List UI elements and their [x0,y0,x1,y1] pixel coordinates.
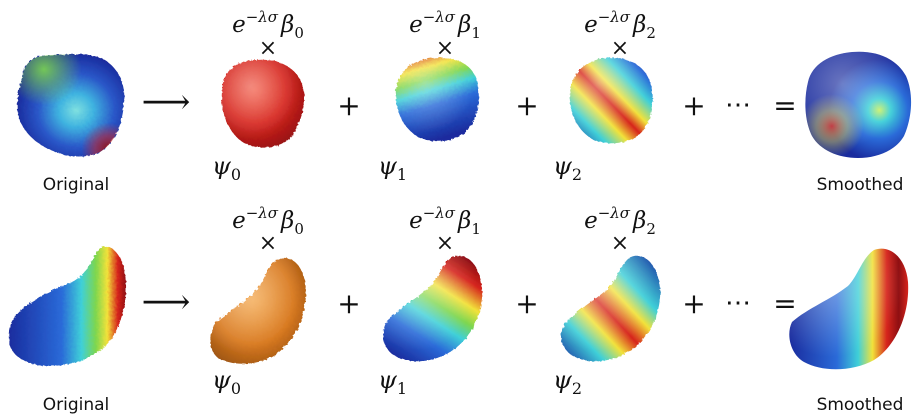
term-2-top: e−λσ β2 × ψ2 [553,8,656,184]
coefficient-2-bottom: e−λσ β2 [584,204,656,238]
equals-bottom: = [773,287,796,320]
smoothed-blob-mesh [805,51,912,159]
ellipsis-top: ⋯ [725,90,751,120]
basis-label-1-top: ψ1 [378,152,407,184]
times-1-top: × [436,36,454,61]
plus-3-top: + [682,89,705,122]
term-0-bottom: e−λσ β0 × ψ0 [210,204,306,398]
basis-label-2-bottom: ψ2 [553,366,582,398]
arrow-top: ⟶ [142,82,191,122]
basis-label-2-top: ψ2 [553,152,582,184]
times-2-top: × [611,36,629,61]
coefficient-0-bottom: e−λσ β0 [232,204,304,238]
original-blob-mesh [17,54,125,157]
plus-1-top: + [337,89,360,122]
times-0-bottom: × [259,231,277,256]
term-1-top: e−λσ β1 × ψ1 [378,8,481,184]
times-1-bottom: × [436,231,454,256]
basis-label-0-bottom: ψ0 [212,366,241,398]
times-2-bottom: × [611,231,629,256]
original-label-top: Original [43,175,110,195]
plus-2-bottom: + [515,287,538,320]
plus-2-top: + [515,89,538,122]
row-top: Original ⟶ e−λσ β0 × ψ0 + e−λσ β1 × ψ1 + [17,8,912,195]
original-crescent-mesh [8,246,127,366]
term-1-bottom: e−λσ β1 × ψ1 [378,204,483,398]
plus-3-bottom: + [682,287,705,320]
basis-label-1-bottom: ψ1 [378,366,407,398]
smoothed-label-bottom: Smoothed [817,395,904,415]
times-0-top: × [259,36,277,61]
ellipsis-bottom: ⋯ [725,288,751,318]
coefficient-2-top: e−λσ β2 [584,8,656,42]
coefficient-0-top: e−λσ β0 [232,8,304,42]
plus-1-bottom: + [337,287,360,320]
smoothed-label-top: Smoothed [817,175,904,195]
smoothed-crescent-mesh [789,248,909,370]
original-label-bottom: Original [43,395,110,415]
term-0-top: e−λσ β0 × ψ0 [212,8,305,184]
basis-label-0-top: ψ0 [212,152,241,184]
term-2-bottom: e−λσ β2 × ψ2 [553,204,661,398]
row-bottom: Original ⟶ e−λσ β0 × ψ0 + e−λσ β1 × ψ1 + [8,204,909,415]
arrow-bottom: ⟶ [142,282,191,322]
equals-top: = [773,89,796,122]
coefficient-1-bottom: e−λσ β1 [409,204,481,238]
coefficient-1-top: e−λσ β1 [409,8,481,42]
